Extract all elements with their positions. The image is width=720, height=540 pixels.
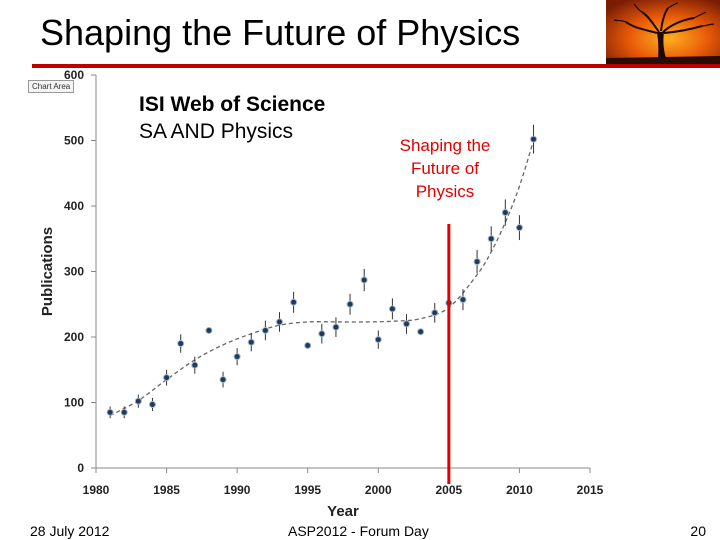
data-point	[318, 330, 326, 338]
data-point	[487, 235, 495, 243]
data-point	[233, 353, 241, 361]
data-point	[360, 276, 368, 284]
data-point	[403, 320, 411, 328]
x-tick-label: 1985	[153, 483, 180, 497]
data-point	[247, 338, 255, 346]
annotation-text: Shaping the Future of Physics	[370, 134, 520, 203]
data-point	[219, 376, 227, 384]
chart-area-tag: Chart Area	[28, 80, 75, 93]
x-tick-label: 1990	[224, 483, 251, 497]
data-point	[473, 258, 481, 266]
y-tick-label: 100	[64, 396, 84, 410]
data-point	[177, 340, 185, 348]
data-point	[148, 400, 156, 408]
data-point	[290, 298, 298, 306]
data-point	[134, 397, 142, 405]
y-tick-label: 400	[64, 199, 84, 213]
x-axis-label: Year	[327, 503, 359, 520]
y-tick-label: 0	[77, 461, 84, 475]
y-tick-label: 500	[64, 134, 84, 148]
x-tick-label: 2000	[365, 483, 392, 497]
x-tick-label: 1980	[83, 483, 110, 497]
x-tick-label: 2010	[506, 483, 533, 497]
data-point	[530, 135, 538, 143]
x-tick-label: 2015	[577, 483, 604, 497]
y-tick-label: 300	[64, 265, 84, 279]
data-point	[374, 336, 382, 344]
data-point	[304, 342, 312, 350]
slide-title: Shaping the Future of Physics	[40, 12, 521, 53]
page-number: 20	[690, 523, 706, 539]
data-point	[459, 296, 467, 304]
footer-date: 28 July 2012	[30, 523, 110, 539]
source-line-2: SA AND Physics	[139, 120, 294, 143]
title-rule	[32, 64, 720, 68]
fit-curve	[109, 140, 535, 417]
data-point	[417, 328, 425, 336]
data-point	[163, 374, 171, 382]
y-tick-label: 600	[64, 68, 84, 82]
y-axis-label: Publications	[39, 227, 56, 316]
data-point	[332, 323, 340, 331]
data-point	[191, 361, 199, 369]
annotation-line-3: Physics	[415, 182, 475, 201]
data-point	[275, 318, 283, 326]
data-point	[388, 305, 396, 313]
data-point	[346, 300, 354, 308]
chart-axes: 0 100 200 300 400 500 600 1980 1985 1990 1995 2000 2…	[39, 68, 604, 520]
data-point	[501, 209, 509, 217]
fit-curve-group	[109, 140, 535, 417]
data-point	[120, 408, 128, 416]
data-point	[261, 326, 269, 334]
data-point	[205, 326, 213, 334]
x-tick-label: 2005	[436, 483, 463, 497]
data-point	[515, 224, 523, 232]
chart-source-label: ISI Web of Science SA AND Physics	[139, 91, 325, 145]
footer-event: ASP2012 - Forum Day	[288, 523, 429, 539]
y-tick-label: 200	[64, 330, 84, 344]
source-line-1: ISI Web of Science	[139, 93, 326, 116]
data-point	[431, 309, 439, 317]
annotation-line-2: Future of	[410, 159, 480, 178]
data-point	[106, 408, 114, 416]
x-tick-label: 1995	[294, 483, 321, 497]
baobab-logo	[606, 0, 720, 64]
annotation-line-1: Shaping the	[399, 136, 491, 155]
